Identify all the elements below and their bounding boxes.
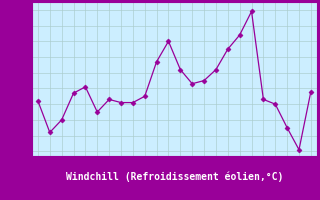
- X-axis label: Windchill (Refroidissement éolien,°C): Windchill (Refroidissement éolien,°C): [66, 172, 283, 182]
